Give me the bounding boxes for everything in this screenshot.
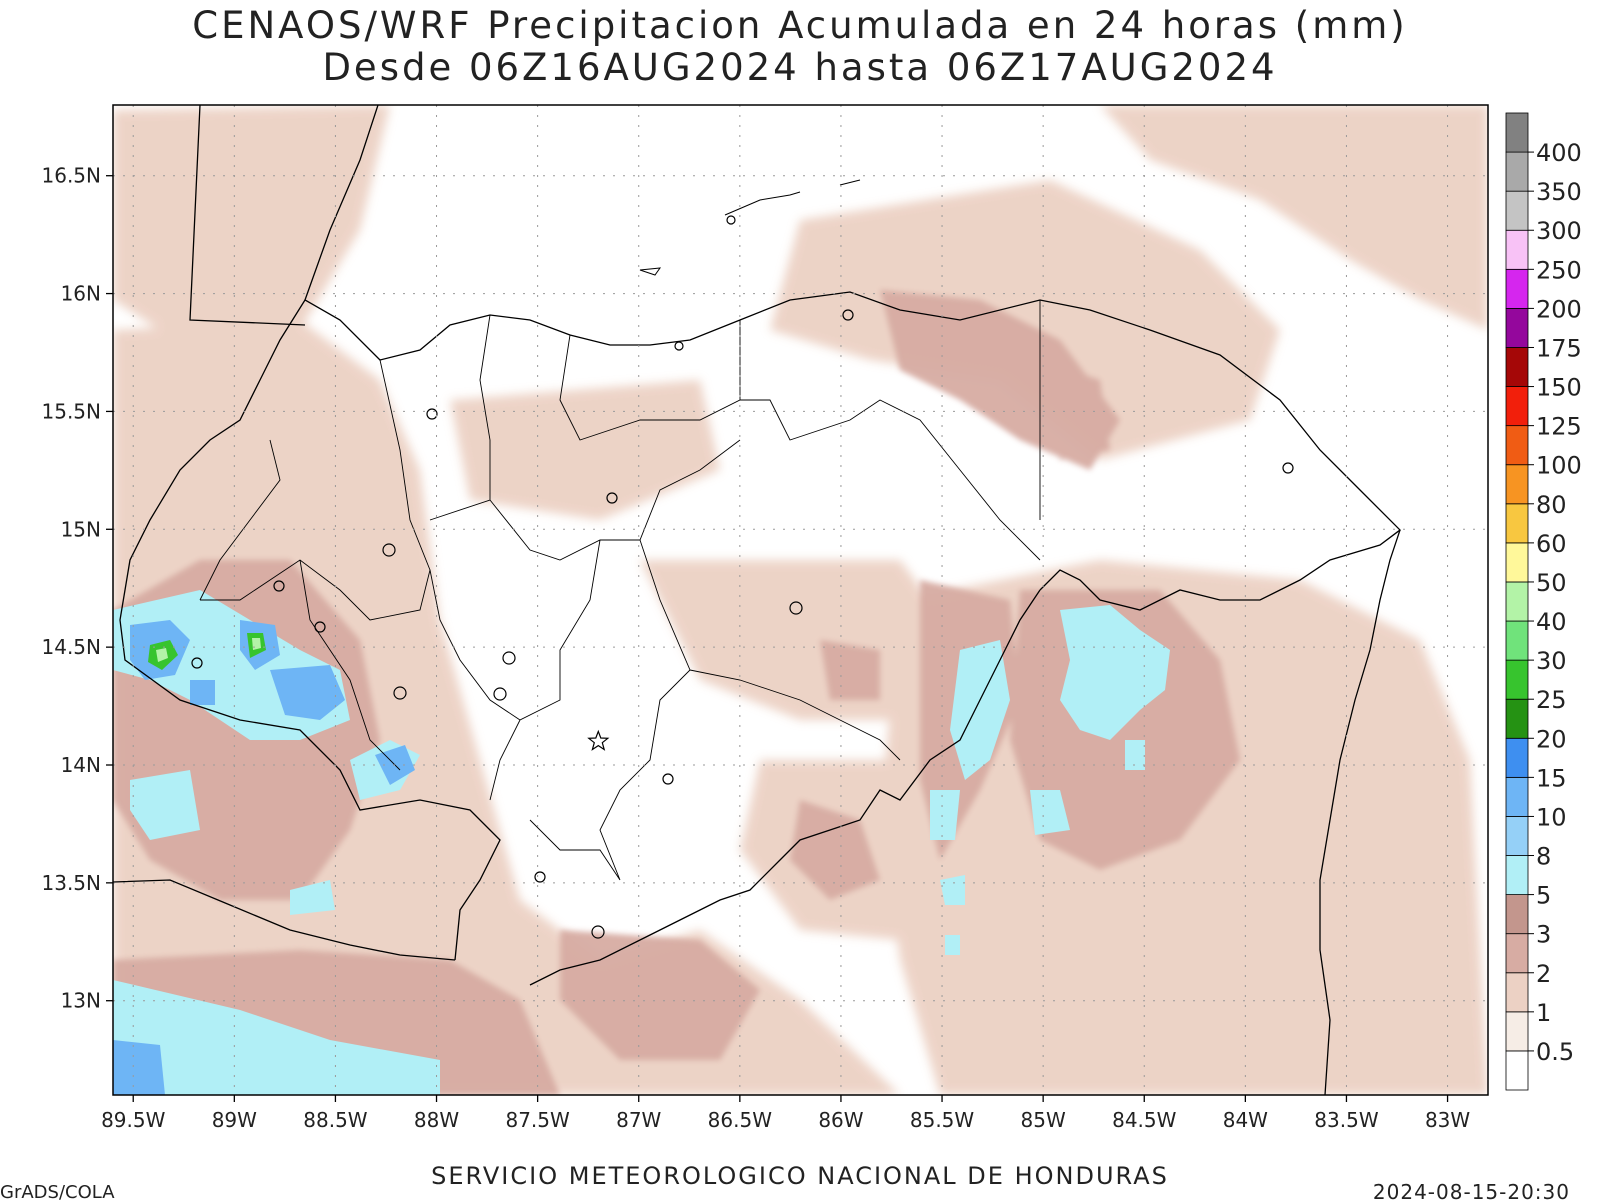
chart-title: CENAOS/WRF Precipitacion Acumulada en 24… xyxy=(192,4,1408,47)
colorbar-swatch xyxy=(1505,268,1529,309)
colorbar-swatch xyxy=(1505,503,1529,544)
colorbar-swatch xyxy=(1505,972,1529,1013)
colorbar-swatch xyxy=(1505,581,1529,622)
colorbar-label: 25 xyxy=(1536,686,1567,714)
lon-tick-label: 83W xyxy=(1425,1108,1470,1132)
colorbar-label: 300 xyxy=(1536,217,1582,245)
bay-islands xyxy=(639,179,861,276)
colorbar-swatch xyxy=(1505,698,1529,739)
colorbar-swatch xyxy=(1505,776,1529,817)
colorbar-swatch xyxy=(1505,1011,1529,1052)
colorbar-swatch xyxy=(1505,229,1529,270)
colorbar-label: 40 xyxy=(1536,608,1567,636)
lon-tick-label: 89W xyxy=(212,1108,257,1132)
lat-tick-label: 15.5N xyxy=(42,399,102,423)
lat-axis: 16.5N 16N 15.5N 15N 14.5N 14N 13.5N 13N xyxy=(42,164,113,1013)
colorbar-swatch xyxy=(1505,933,1529,974)
colorbar-swatch xyxy=(1505,464,1529,505)
colorbar-label: 200 xyxy=(1536,295,1582,323)
border-honduras-guatemala-salvador xyxy=(119,299,501,961)
lat-tick-label: 16.5N xyxy=(42,164,102,188)
colorbar-swatch xyxy=(1505,151,1529,192)
colorbar-label: 10 xyxy=(1536,803,1567,831)
lon-tick-label: 87.5W xyxy=(505,1108,570,1132)
lon-tick-label: 87W xyxy=(616,1108,661,1132)
colorbar-swatch xyxy=(1505,659,1529,700)
colorbar-label: 400 xyxy=(1536,139,1582,167)
lon-tick-label: 86W xyxy=(818,1108,863,1132)
lon-tick-label: 85.5W xyxy=(910,1108,975,1132)
colorbar-label: 125 xyxy=(1536,413,1582,441)
coastline-pacific xyxy=(113,879,456,961)
colorbar-label: 80 xyxy=(1536,491,1567,519)
colorbar-swatch xyxy=(1505,620,1529,661)
colorbar-swatch xyxy=(1505,386,1529,427)
lat-tick-label: 13N xyxy=(61,989,101,1013)
borders xyxy=(113,105,1401,1095)
colorbar-label: 0.5 xyxy=(1536,1038,1574,1066)
lat-tick-label: 14.5N xyxy=(42,635,102,659)
lon-tick-label: 88.5W xyxy=(303,1108,368,1132)
precipitation-map: 89.5W 89W 88.5W 88W 87.5W 87W 86.5W 86W 85.5W 85W… xyxy=(42,104,1582,1132)
run-timestamp: 2024-08-15-20:30 xyxy=(1372,1180,1570,1204)
colorbar-swatch xyxy=(1505,894,1529,935)
colorbar-label: 350 xyxy=(1536,178,1582,206)
lon-tick-label: 85W xyxy=(1021,1108,1066,1132)
lat-tick-label: 16N xyxy=(61,282,101,306)
colorbar-label: 175 xyxy=(1536,334,1582,362)
lon-tick-label: 89.5W xyxy=(101,1108,166,1132)
colorbar-label: 2 xyxy=(1536,960,1551,988)
colorbar-swatch xyxy=(1505,737,1529,778)
city-markers xyxy=(191,215,1294,939)
lat-tick-label: 15N xyxy=(61,517,101,541)
colorbar-label: 50 xyxy=(1536,569,1567,597)
colorbar-swatch xyxy=(1505,112,1529,153)
colorbar-swatch xyxy=(1505,307,1529,348)
capital-star-icon xyxy=(587,729,610,751)
colorbar-label: 1 xyxy=(1536,999,1551,1027)
colorbar-label: 5 xyxy=(1536,882,1551,910)
colorbar-label: 20 xyxy=(1536,725,1567,753)
lon-tick-label: 83.5W xyxy=(1314,1108,1379,1132)
lon-tick-label: 84.5W xyxy=(1112,1108,1177,1132)
lat-tick-label: 14N xyxy=(61,753,101,777)
colorbar-label: 150 xyxy=(1536,374,1582,402)
colorbar-label: 60 xyxy=(1536,530,1567,558)
colorbar-label: 30 xyxy=(1536,647,1567,675)
colorbar-label: 3 xyxy=(1536,921,1551,949)
lat-tick-label: 13.5N xyxy=(42,871,102,895)
colorbar-swatch xyxy=(1505,855,1529,896)
colorbar-swatch xyxy=(1505,190,1529,231)
software-credit: GrADS/COLA xyxy=(0,1182,115,1203)
map-frame xyxy=(112,104,1489,1096)
colorbar-label: 250 xyxy=(1536,256,1582,284)
chart-subtitle: Desde 06Z16AUG2024 hasta 06Z17AUG2024 xyxy=(322,46,1278,89)
lon-tick-label: 88W xyxy=(414,1108,459,1132)
department-lines xyxy=(199,300,1041,881)
colorbar-swatch xyxy=(1505,425,1529,466)
lon-tick-label: 86.5W xyxy=(708,1108,773,1132)
colorbar-label: 15 xyxy=(1536,764,1567,792)
colorbar-swatch xyxy=(1505,347,1529,387)
lon-axis: 89.5W 89W 88.5W 88W 87.5W 87W 86.5W 86W 85.5W 85W… xyxy=(101,1095,1470,1132)
colorbar: 0.5 1 2 3 5 8 10 15 20 25 30 40 50 60 80 100 125 150 175 20… xyxy=(1505,112,1582,1091)
lon-tick-label: 84W xyxy=(1223,1108,1268,1132)
border-honduras-nicaragua xyxy=(529,589,1041,986)
agency-credit: SERVICIO METEOROLOGICO NACIONAL DE HONDU… xyxy=(431,1162,1169,1190)
precipitation-field xyxy=(113,105,1488,1095)
coastline-caribbean xyxy=(304,105,1401,611)
colorbar-swatch xyxy=(1505,816,1529,856)
colorbar-label: 8 xyxy=(1536,843,1551,871)
colorbar-label: 100 xyxy=(1536,452,1582,480)
coastline-nicaragua xyxy=(1319,529,1401,1095)
colorbar-swatch xyxy=(1505,1050,1529,1091)
colorbar-swatch xyxy=(1505,542,1529,583)
border-guatemala-belize xyxy=(189,105,306,326)
